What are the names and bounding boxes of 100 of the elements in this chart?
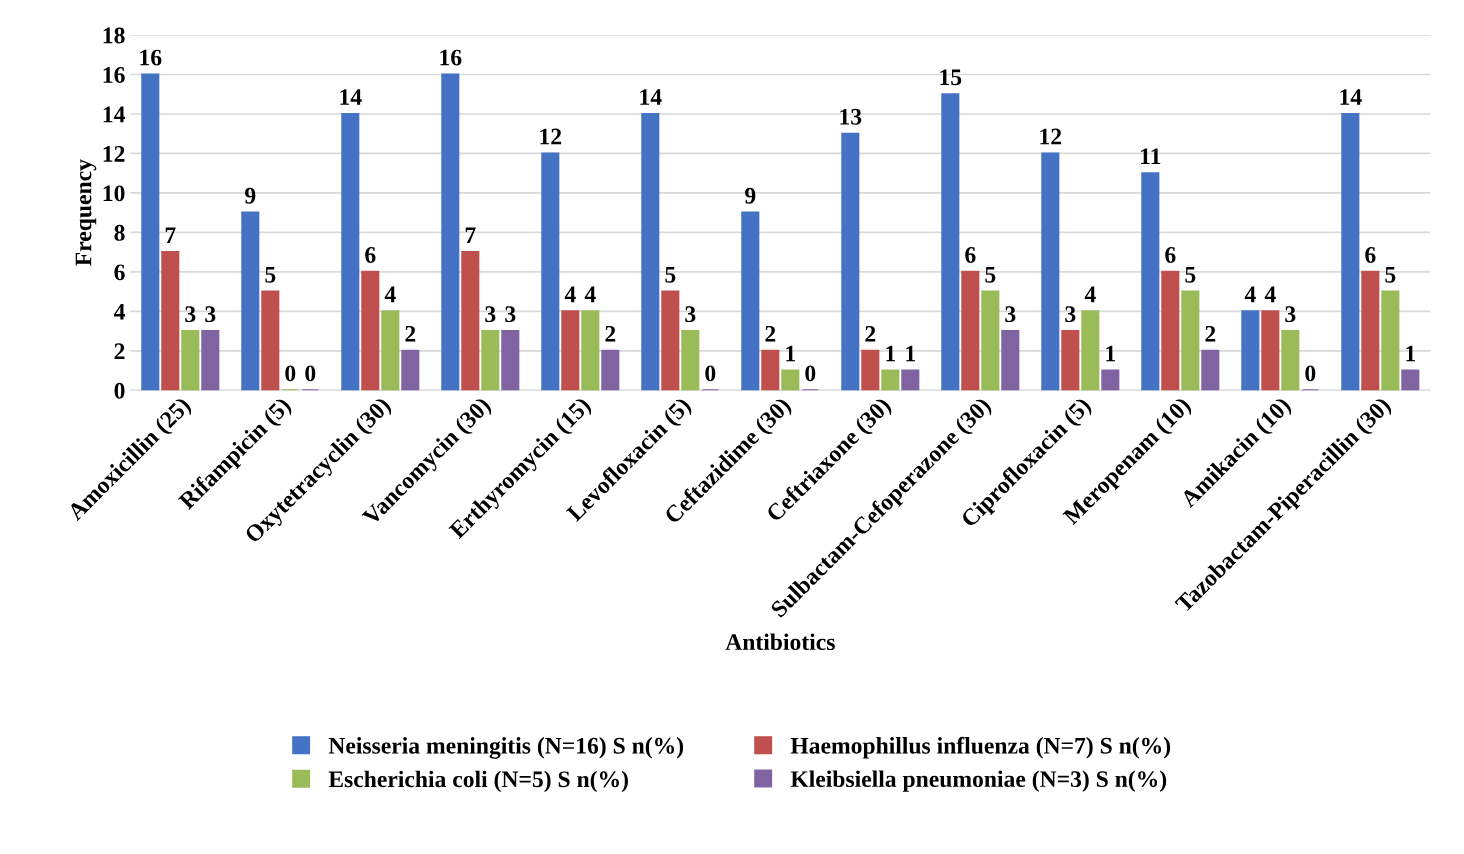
bar [501,330,520,391]
bar [981,290,1000,391]
bar [901,369,920,391]
bar [941,93,960,391]
bar [1141,172,1160,391]
data-label: 3 [685,306,696,323]
data-label: 1 [906,345,915,362]
bar [1181,290,1200,391]
bar [1341,112,1360,391]
bar [1361,270,1380,391]
bar [781,369,800,391]
bar [541,152,560,391]
bar [141,73,160,391]
data-label: 0 [285,365,296,382]
data-label: 2 [405,325,416,342]
legend-label: Neisseria meningitis (N=16) S n(%) [328,737,684,759]
y-tick-label: 14 [103,106,125,123]
bar [841,132,860,391]
bar [381,310,400,391]
data-label: 0 [1305,365,1316,382]
x-axis-title: Antibiotics [725,633,835,651]
bar [241,211,260,391]
data-label: 3 [1065,306,1076,323]
bar [741,211,760,391]
data-label: 1 [786,345,795,362]
y-tick-label: 0 [114,382,125,399]
data-label: 6 [965,247,976,263]
data-label: 3 [485,306,496,323]
bar [1041,152,1060,391]
bar [601,349,620,391]
data-label: 1 [1406,345,1416,362]
data-label: 9 [245,187,256,204]
data-label: 7 [465,227,476,243]
legend-label: Haemophillus influenza (N=7) S n(%) [790,736,1171,759]
bar [861,349,880,391]
bar [1001,330,1020,391]
data-label: 4 [1244,286,1256,303]
bar [581,310,600,391]
data-label: 3 [505,306,516,323]
y-tick-label: 10 [103,185,125,202]
y-tick-label: 2 [114,343,125,359]
data-label: 4 [384,286,396,303]
bar [361,270,380,391]
bar [1201,349,1220,391]
y-axis-title: Frequency [75,159,97,266]
bar [1241,310,1260,391]
data-label: 11 [1141,148,1161,164]
data-label: 5 [1185,266,1196,283]
data-label: 4 [584,286,596,303]
data-label: 2 [1205,325,1216,342]
bar [201,330,220,391]
bar [1101,369,1120,391]
data-label: 9 [745,187,756,204]
data-label: 3 [185,306,196,323]
legend-label: Kleibsiella pneumoniae (N=3) S n(%) [790,770,1167,792]
data-label: 0 [805,365,816,382]
y-tick-label: 6 [114,264,125,281]
bar [181,330,200,391]
data-label: 6 [1165,247,1176,263]
data-label: 16 [140,49,162,66]
data-label: 1 [1106,345,1115,362]
bar [481,330,500,391]
bar [1261,310,1280,391]
data-label: 6 [1365,247,1376,263]
data-label: 14 [640,89,662,105]
bar [1061,330,1080,391]
data-label: 0 [705,365,716,382]
bar [1081,310,1100,391]
bar [441,73,460,391]
data-label: 12 [540,128,562,145]
y-tick-label: 12 [103,145,125,162]
data-label: 2 [605,325,616,342]
bar [461,251,480,391]
data-label: 2 [865,325,876,342]
data-label: 14 [340,89,362,105]
bar [761,349,780,391]
bar [1381,290,1400,391]
data-label: 15 [940,69,962,86]
data-label: 4 [1084,286,1096,303]
data-label: 1 [886,345,895,362]
data-label: 5 [665,266,676,283]
data-label: 13 [840,108,862,125]
bar [1281,330,1300,391]
bar [641,112,660,391]
data-label: 4 [1264,286,1276,303]
data-label: 7 [165,227,176,243]
data-label: 6 [365,247,376,263]
data-label: 5 [1385,266,1396,283]
y-tick-label: 16 [103,67,125,83]
data-label: 14 [1340,89,1362,105]
data-label: 5 [985,266,996,283]
bar [1161,270,1180,391]
legend-label: Escherichia coli (N=5) S n(%) [328,770,628,793]
data-label: 5 [265,266,276,283]
bar [961,270,980,391]
data-label: 12 [1040,128,1062,145]
data-label: 4 [564,286,576,303]
bar [161,251,180,391]
y-tick-label: 18 [103,27,125,44]
bar [561,310,580,391]
